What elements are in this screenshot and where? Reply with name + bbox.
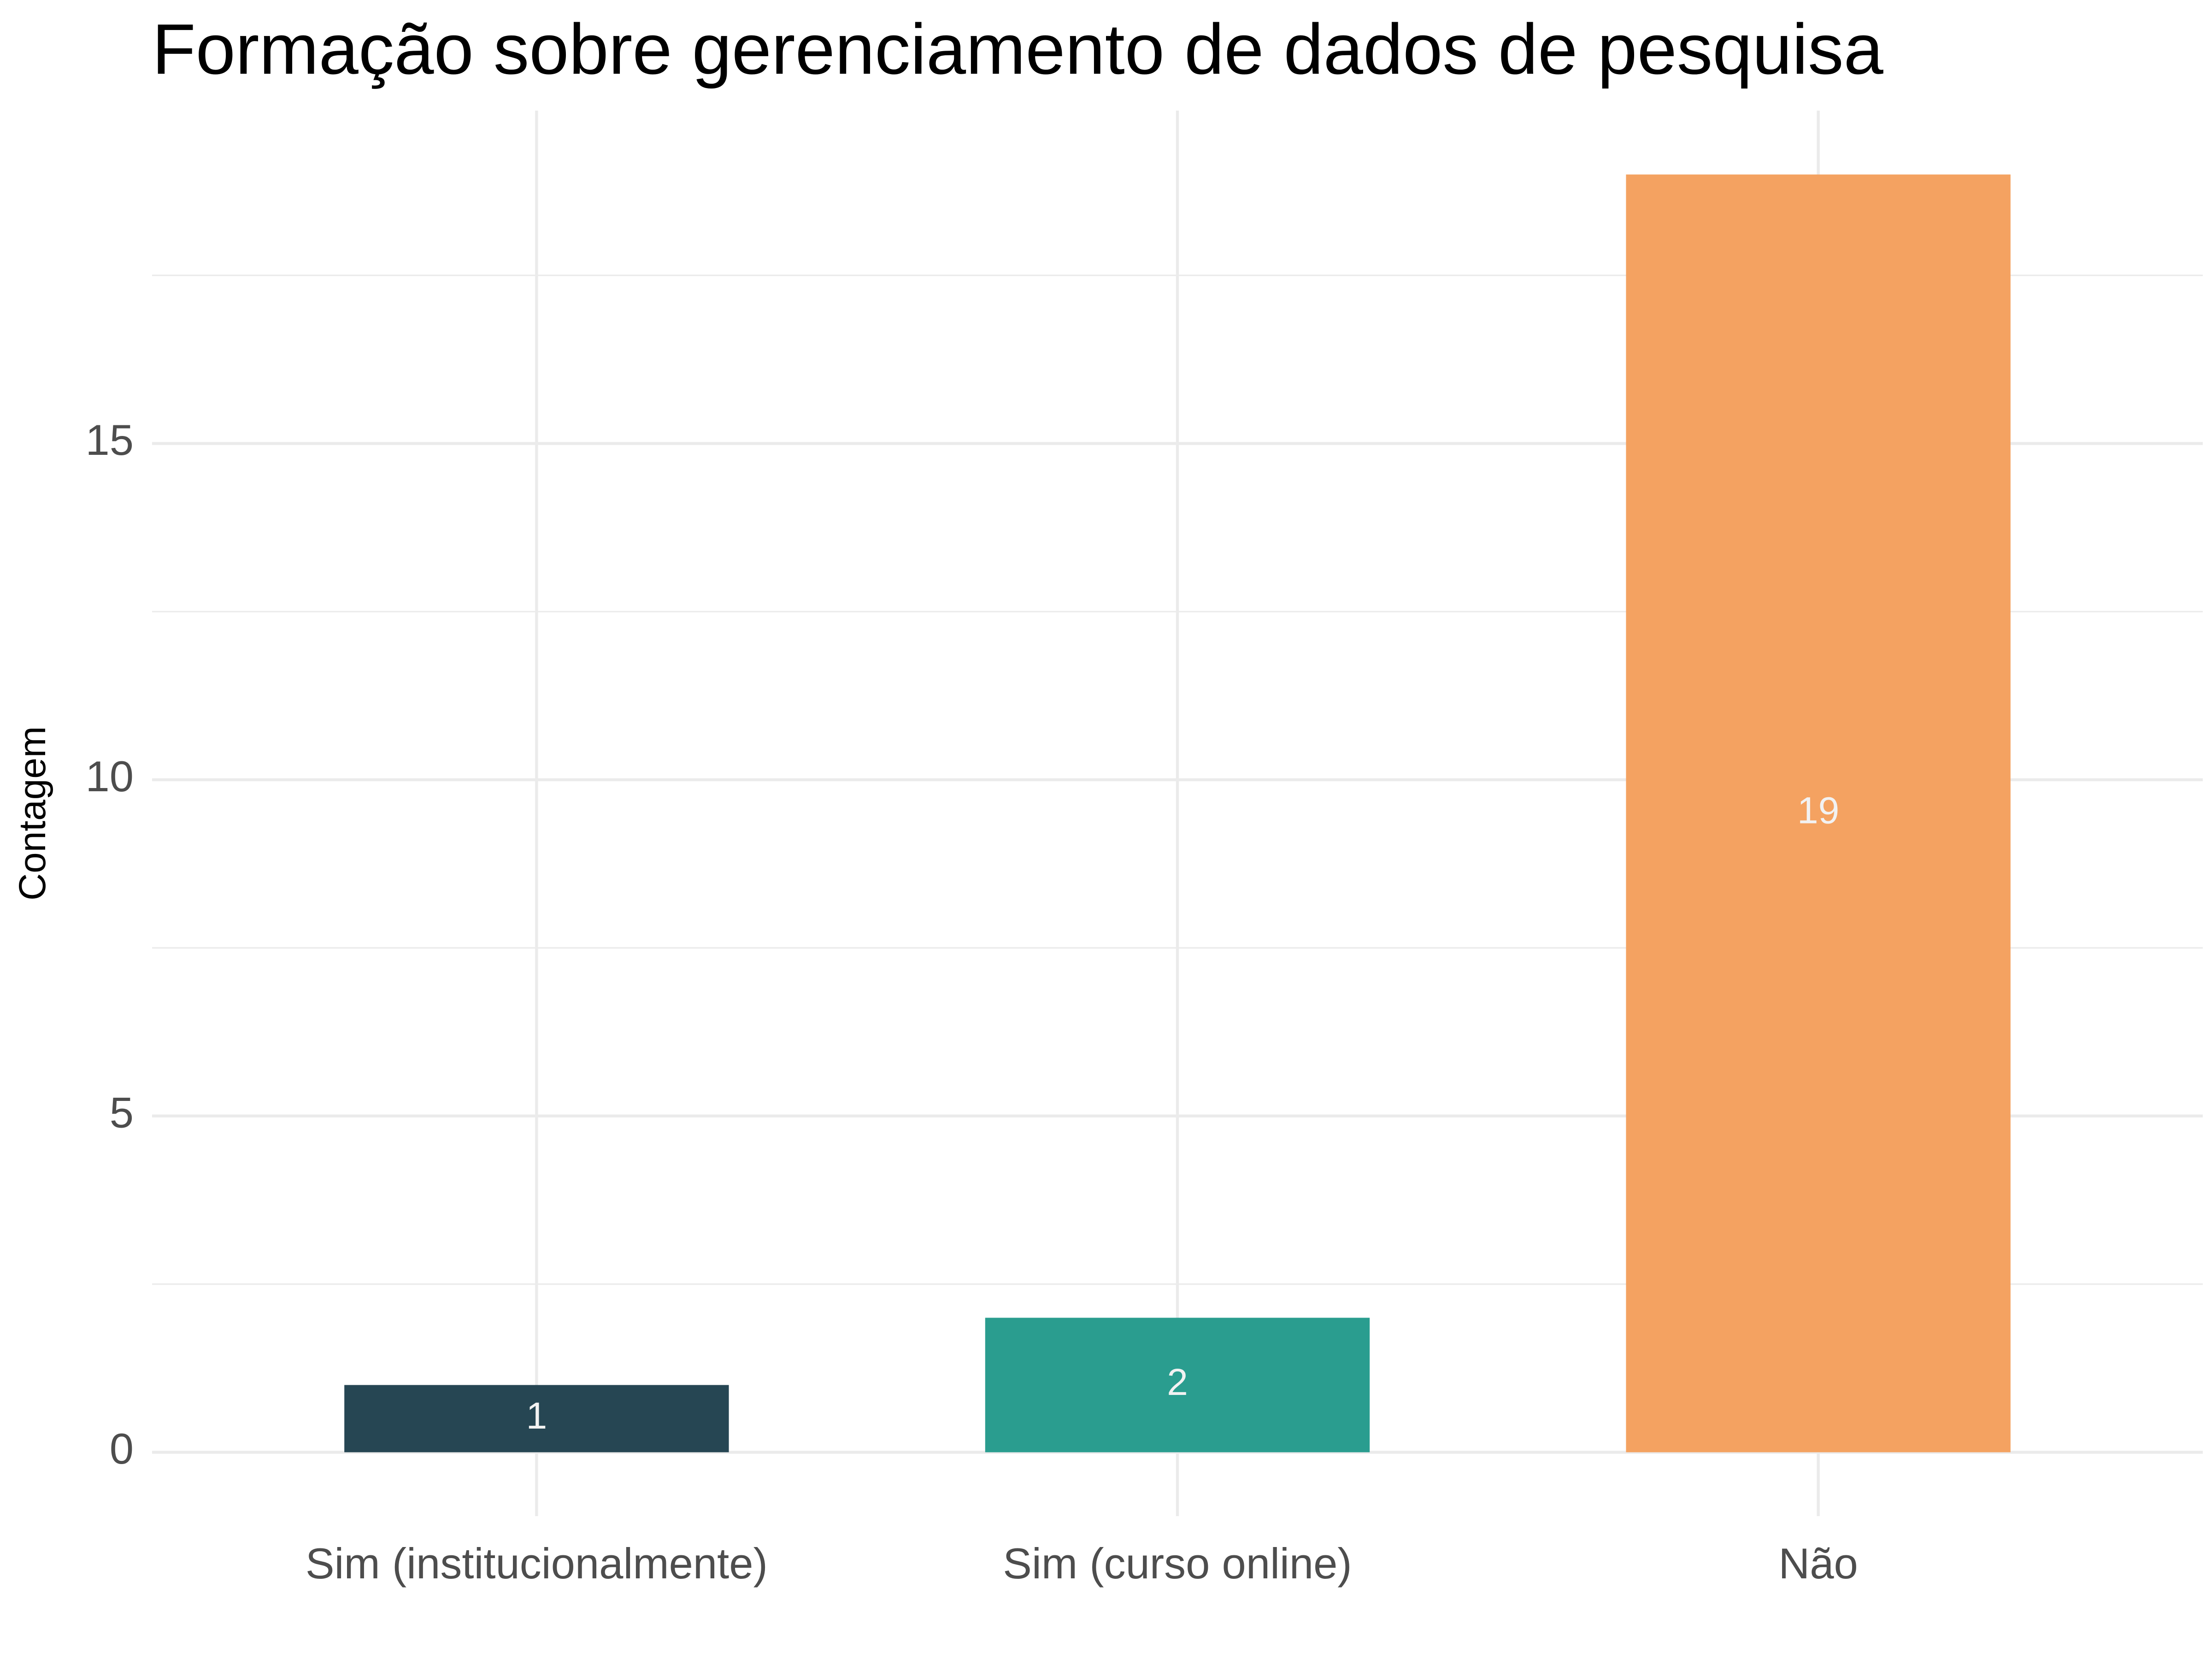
bars <box>344 174 2011 1453</box>
y-axis-title: Contagem <box>12 726 53 900</box>
bar <box>985 1318 1370 1453</box>
x-tick-label: Sim (curso online) <box>1003 1539 1352 1588</box>
y-tick-label: 5 <box>110 1088 134 1137</box>
y-tick-label: 0 <box>110 1424 134 1473</box>
x-tick-label: Sim (institucionalmente) <box>306 1539 768 1588</box>
y-tick-label: 10 <box>85 752 134 800</box>
bar-value-label: 1 <box>526 1395 547 1437</box>
bar <box>344 1385 729 1453</box>
chart-title: Formação sobre gerenciamento de dados de… <box>152 9 1884 89</box>
bar-value-label: 19 <box>1797 790 1839 832</box>
x-tick-label: Não <box>1778 1539 1858 1588</box>
x-axis-tick-labels: Sim (institucionalmente) Sim (curso onlin… <box>306 1539 1858 1588</box>
bar-value-labels: 1 2 19 <box>526 790 1840 1437</box>
bar <box>1626 174 2011 1453</box>
y-tick-label: 15 <box>85 416 134 464</box>
y-axis-tick-labels: 0 5 10 15 <box>85 416 134 1473</box>
bar-value-label: 2 <box>1167 1361 1188 1403</box>
